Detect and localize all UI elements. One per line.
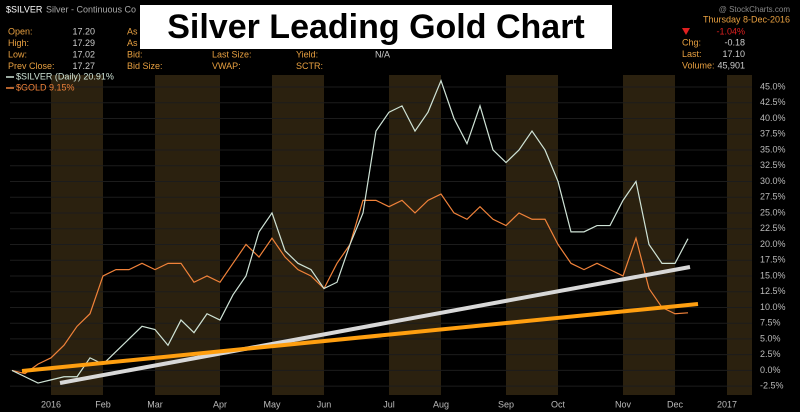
- field-label: Last:: [682, 49, 702, 59]
- y-tick-label: -2.5%: [760, 381, 784, 391]
- y-tick-label: 40.0%: [760, 113, 786, 123]
- field-label: Prev Close:: [8, 61, 55, 71]
- symbol: $SILVER: [6, 4, 43, 14]
- field-label: Chg:: [682, 37, 701, 47]
- field-value: 17.10: [722, 49, 745, 59]
- month-bands: [51, 75, 752, 395]
- y-tick-label: 2.5%: [760, 349, 781, 359]
- x-tick-label: May: [263, 399, 281, 409]
- y-tick-label: 37.5%: [760, 129, 786, 139]
- x-tick-label: Nov: [615, 399, 632, 409]
- down-arrow: [682, 28, 690, 35]
- gold-trendline: [21, 302, 699, 373]
- series-line: [11, 78, 689, 384]
- field-value: 17.20: [72, 26, 95, 36]
- date: Thursday 8-Dec-2016: [703, 14, 790, 24]
- field-value: 17.02: [72, 49, 95, 59]
- y-tick-label: 15.0%: [760, 270, 786, 280]
- y-tick-label: 17.5%: [760, 255, 786, 265]
- x-tick-label: Aug: [433, 399, 449, 409]
- field-label: Open:: [8, 26, 33, 36]
- x-tick-label: Feb: [95, 399, 111, 409]
- field-value: N/A: [375, 49, 390, 59]
- field-value: 17.29: [72, 38, 95, 48]
- x-tick-label: Apr: [213, 399, 227, 409]
- month-band: [155, 75, 220, 395]
- field-label: As: [127, 26, 138, 36]
- month-band: [623, 75, 675, 395]
- y-tick-label: 32.5%: [760, 160, 786, 170]
- field-label: Last Size:: [212, 49, 252, 59]
- credit: @ StockCharts.com: [719, 5, 791, 14]
- x-tick-label: Sep: [498, 399, 514, 409]
- x-tick-label: Dec: [667, 399, 684, 409]
- legend-label: $SILVER (Daily) 20.91%: [16, 71, 114, 81]
- y-tick-label: 7.5%: [760, 318, 781, 328]
- field-value: 45,901: [717, 60, 745, 70]
- field-label: Bid Size:: [127, 61, 163, 71]
- change-pct: -1.04%: [716, 26, 745, 36]
- field-label: Volume:: [682, 60, 715, 70]
- y-tick-label: 10.0%: [760, 302, 786, 312]
- x-tick-label: Jun: [317, 399, 332, 409]
- month-band: [51, 75, 103, 395]
- field-label: Low:: [8, 49, 27, 59]
- y-tick-label: 27.5%: [760, 192, 786, 202]
- y-tick-label: 25.0%: [760, 207, 786, 217]
- grid: [10, 86, 752, 387]
- y-tick-label: 35.0%: [760, 144, 786, 154]
- y-tick-label: 30.0%: [760, 176, 786, 186]
- field-label: High:: [8, 38, 29, 48]
- field-value: 17.27: [72, 61, 95, 71]
- month-band: [506, 75, 558, 395]
- field-label: SCTR:: [296, 61, 323, 71]
- title-box: [140, 5, 612, 49]
- field-label: Yield:: [296, 49, 318, 59]
- x-tick-label: Jul: [383, 399, 395, 409]
- description: Silver - Continuous Co: [46, 4, 136, 14]
- chart-title: Silver Leading Gold Chart: [167, 8, 585, 46]
- field-label: VWAP:: [212, 61, 241, 71]
- x-tick-label: Oct: [551, 399, 566, 409]
- y-tick-label: 42.5%: [760, 97, 786, 107]
- month-band: [727, 75, 752, 395]
- series-lines: [11, 78, 689, 384]
- y-tick-label: 22.5%: [760, 223, 786, 233]
- y-tick-label: 45.0%: [760, 81, 786, 91]
- y-tick-label: 0.0%: [760, 365, 781, 375]
- x-tick-label: Mar: [147, 399, 163, 409]
- silver-trendline: [59, 265, 691, 385]
- month-band: [389, 75, 441, 395]
- field-label: Bid:: [127, 49, 143, 59]
- field-label: As: [127, 38, 138, 48]
- field-value: -0.18: [724, 37, 745, 47]
- legend-label: $GOLD 9.15%: [16, 82, 75, 92]
- y-tick-label: 5.0%: [760, 333, 781, 343]
- x-tick-label: 2017: [717, 399, 737, 409]
- y-tick-label: 20.0%: [760, 239, 786, 249]
- x-tick-label: 2016: [41, 399, 61, 409]
- y-tick-label: 12.5%: [760, 286, 786, 296]
- labels: 2016 Feb Mar Apr May Jun Jul Aug Sep Oct Nov Dec 201…: [6, 4, 790, 409]
